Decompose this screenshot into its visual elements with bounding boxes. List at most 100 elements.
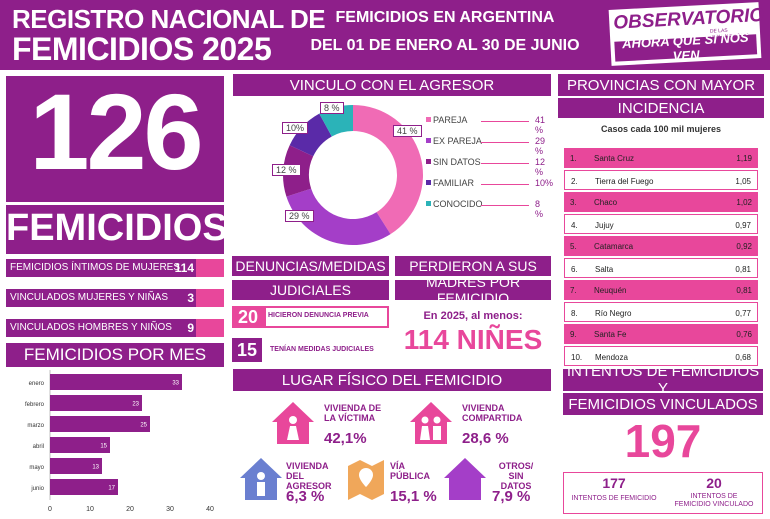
x-tick-label: 20 <box>126 506 134 513</box>
bar <box>50 395 142 411</box>
legend-swatch <box>426 201 431 206</box>
category-accent <box>196 259 224 277</box>
denuncias-title-2: JUDICIALES <box>232 280 389 300</box>
total-label: FEMICIDIOS <box>6 202 228 249</box>
medidas-judiciales-number: 15 <box>232 338 262 362</box>
category-value: 3 <box>187 291 194 305</box>
map-pin-icon <box>348 460 384 500</box>
bar <box>50 416 150 432</box>
category-value: 9 <box>187 321 194 335</box>
bar-category-label: enero <box>29 381 45 387</box>
slice-label-familiar: 10% <box>282 122 309 134</box>
bar <box>50 374 182 390</box>
province-rank: 6. <box>571 265 578 274</box>
province-value: 0,68 <box>735 353 751 362</box>
bar <box>50 479 118 495</box>
intentos-title-1: INTENTOS DE FEMICIDIOS Y <box>563 363 763 397</box>
province-name: Río Negro <box>595 309 632 318</box>
lugar-label-otros: OTROS/ SIN DATOS <box>498 461 534 491</box>
lugar-pct-otros: 7,9 % <box>492 488 531 505</box>
legend-swatch <box>426 138 431 143</box>
bar-category-label: marzo <box>27 423 44 429</box>
provincias-title-1: PROVINCIAS CON MAYOR <box>558 74 764 96</box>
province-rank: 1. <box>570 154 577 163</box>
bar-category-label: febrero <box>25 402 45 408</box>
province-value: 0,76 <box>736 330 752 339</box>
denuncia-previa-number: 20 <box>232 306 264 328</box>
province-value: 0,97 <box>735 221 751 230</box>
legend-pct: 12 % <box>535 157 546 177</box>
province-row: 8. Río Negro 0,77 <box>564 302 758 322</box>
bar <box>50 458 102 474</box>
x-tick-label: 10 <box>86 506 94 513</box>
denuncia-previa-label: HICIERON DENUNCIA PREVIA <box>268 312 369 319</box>
legend-label: EX PAREJA <box>433 136 482 146</box>
province-name: Mendoza <box>595 353 628 362</box>
province-row: 4. Jujuy 0,97 <box>564 214 758 234</box>
legend-leader-line <box>481 121 529 122</box>
madres-text: En 2025, al menos: <box>423 310 523 322</box>
legend-item: PAREJA 41 % <box>426 115 545 135</box>
lugar-pct-compartida: 28,6 % <box>462 430 509 447</box>
legend-pct: 29 % <box>535 136 546 156</box>
province-value: 0,77 <box>735 309 751 318</box>
province-row: 2. Tierra del Fuego 1,05 <box>564 170 758 190</box>
madres-title-1: PERDIERON A SUS <box>395 256 551 276</box>
province-name: Salta <box>595 265 614 274</box>
province-value: 0,81 <box>735 265 751 274</box>
province-name: Santa Cruz <box>594 154 635 163</box>
x-tick-label: 30 <box>166 506 174 513</box>
legend-item: EX PAREJA 29 % <box>426 136 545 156</box>
legend-swatch <box>426 180 431 185</box>
province-value: 0,92 <box>736 242 752 251</box>
bar-category-label: junio <box>30 486 44 492</box>
bar-value-label: 25 <box>140 423 147 429</box>
total-box: 126 FEMICIDIOS <box>6 76 228 254</box>
province-rank: 7. <box>570 286 577 295</box>
legend-pct: 8 % <box>535 199 544 219</box>
legend-label: SIN DATOS <box>433 157 481 167</box>
house-other-icon <box>444 458 486 500</box>
province-name: Tierra del Fuego <box>595 177 654 186</box>
legend-label: CONOCIDO <box>433 199 483 209</box>
legend-swatch <box>426 159 431 164</box>
intentos-b-number: 20 <box>706 475 722 491</box>
intentos-total: 197 <box>624 415 702 467</box>
house-woman-icon <box>272 402 314 444</box>
province-name: Jujuy <box>595 221 614 230</box>
category-label: VINCULADOS MUJERES Y NIÑAS <box>10 292 169 303</box>
lugar-pct-agresor: 6,3 % <box>286 488 325 505</box>
legend-label: FAMILIAR <box>433 178 475 188</box>
legend-pct: 41 % <box>535 115 546 135</box>
category-row: VINCULADOS HOMBRES Y NIÑOS 9 <box>6 319 224 337</box>
legend-item: SIN DATOS 12 % <box>426 157 545 177</box>
bar-value-label: 33 <box>172 381 179 387</box>
province-row: 6. Salta 0,81 <box>564 258 758 278</box>
bar-value-label: 17 <box>108 486 115 492</box>
province-name: Chaco <box>594 198 618 207</box>
province-name: Santa Fe <box>594 330 627 339</box>
slice-label-ex-pareja: 29 % <box>285 210 314 222</box>
subtitle-line-2: DEL 01 DE ENERO AL 30 DE JUNIO <box>310 37 580 54</box>
medidas-judiciales-label: TENÍAN MEDIDAS JUDICIALES <box>270 346 374 353</box>
legend-leader-line <box>481 184 529 185</box>
donut-slice-pareja <box>353 105 423 235</box>
legend-swatch <box>426 117 431 122</box>
bar-category-label: abril <box>33 444 44 450</box>
lugar-label-via-publica: VÍA PÚBLICA <box>390 461 430 481</box>
x-tick-label: 0 <box>48 506 52 513</box>
legend-leader-line <box>481 142 529 143</box>
province-row: 5. Catamarca 0,92 <box>564 236 758 256</box>
title-line-2: FEMICIDIOS 2025 <box>12 31 272 67</box>
province-rank: 4. <box>571 221 578 230</box>
monthly-bar-chart: enero 33 febrero 23 marzo 25 abril 15 mayo 13 juni… <box>25 370 214 513</box>
province-name: Catamarca <box>594 242 634 251</box>
lugar-pct-victima: 42,1% <box>324 430 367 447</box>
lugar-label-compartida: VIVIENDA COMPARTIDA <box>462 403 523 423</box>
x-tick-label: 40 <box>206 506 214 513</box>
donut-slice-familiar <box>289 113 332 157</box>
denuncia-previa-box <box>264 306 389 328</box>
por-mes-title: FEMICIDIOS POR MES <box>6 343 224 367</box>
category-value: 114 <box>174 261 194 275</box>
legend-leader-line <box>481 163 529 164</box>
